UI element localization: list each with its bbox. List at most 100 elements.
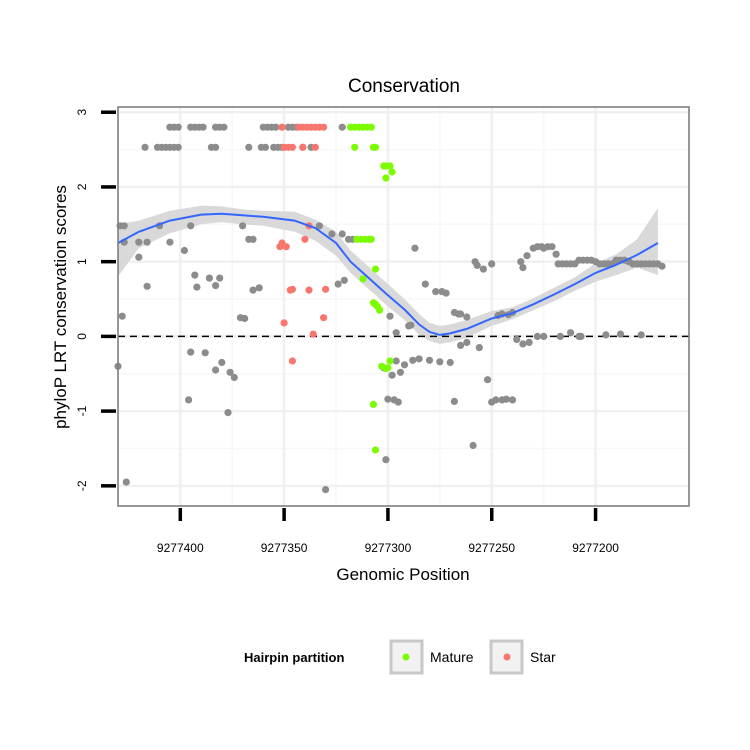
data-point [249,286,257,294]
legend-label-mature: Mature [430,649,474,665]
data-point [301,235,309,243]
legend-key-dot [503,653,511,661]
data-point [392,357,400,365]
data-point [241,314,249,323]
data-point [540,332,548,340]
data-point [193,283,201,291]
data-point [320,314,328,322]
data-point [309,330,317,338]
legend: Hairpin partition Mature Star [244,639,556,675]
data-point [328,230,336,238]
data-point [488,260,496,268]
data-point [371,265,380,273]
data-point [637,331,645,339]
data-point [367,235,375,243]
y-tick-label: 0 [75,333,89,340]
data-point [166,238,174,246]
data-point [338,123,346,131]
data-point [386,357,394,365]
data-point [384,395,392,403]
data-point [475,344,483,352]
data-point [216,274,224,282]
data-point [519,264,527,272]
data-point [351,143,359,151]
y-tick-label: -2 [75,480,89,491]
data-point [322,486,330,494]
data-point [548,243,556,251]
data-point [118,312,126,320]
data-point [224,409,232,417]
data-point [394,398,402,406]
x-tick-label: 9277300 [365,541,412,555]
data-point [446,358,454,367]
data-point [382,456,390,464]
data-point [255,284,263,292]
data-point [519,340,527,348]
data-point [367,123,375,131]
y-tick-label: 1 [75,258,89,265]
data-point [525,338,533,346]
legend-label-star: Star [530,649,556,665]
data-point [180,246,188,255]
data-point [212,282,220,290]
data-point [359,275,367,283]
data-point [386,312,394,320]
data-point [396,368,404,376]
data-point [239,222,247,230]
data-point [382,174,390,182]
data-point [432,288,440,296]
data-point [340,276,348,284]
data-point [272,123,280,131]
data-point [212,143,220,151]
x-tick-label: 9277250 [468,541,515,555]
data-point [463,338,471,346]
data-point [415,355,423,363]
data-point [205,274,213,282]
data-point [299,143,307,151]
chart-title: Conservation [348,76,460,97]
data-point [567,329,575,337]
data-point [411,244,419,252]
y-tick-label: 2 [75,183,89,190]
x-tick-label: 9277200 [572,541,619,555]
data-point [288,357,296,365]
data-point [135,238,143,246]
data-point [120,222,128,230]
data-point [517,258,525,266]
data-point [575,332,583,340]
data-point [286,286,294,294]
data-point [552,250,560,258]
data-point [280,319,288,327]
data-point [492,396,500,404]
data-point [388,371,396,379]
data-point [425,356,434,364]
x-axis-title: Genomic Position [336,565,469,584]
data-point [442,289,450,297]
data-point [174,123,182,131]
y-axis: -2 -1 0 1 2 3 [75,109,116,491]
data-point [220,123,228,131]
data-point [556,332,564,340]
data-point [388,168,396,176]
data-point [533,332,542,340]
data-point [369,400,377,408]
plot-area [114,106,690,507]
data-point [376,306,384,314]
plot-border [117,106,690,507]
series-mature [347,123,396,454]
data-point [201,349,209,357]
data-point [523,252,531,260]
data-point [322,285,330,293]
data-point [278,123,286,131]
data-point [185,396,193,404]
legend-entry-star: Star [489,639,556,675]
data-point [230,373,238,382]
data-point [386,162,394,170]
smooth-trend-line [117,212,659,336]
data-point [311,143,319,151]
x-axis: 9277400 9277350 9277300 9277250 9277200 [157,508,619,555]
data-point [218,358,226,367]
data-point [245,143,253,151]
data-point [174,143,182,151]
